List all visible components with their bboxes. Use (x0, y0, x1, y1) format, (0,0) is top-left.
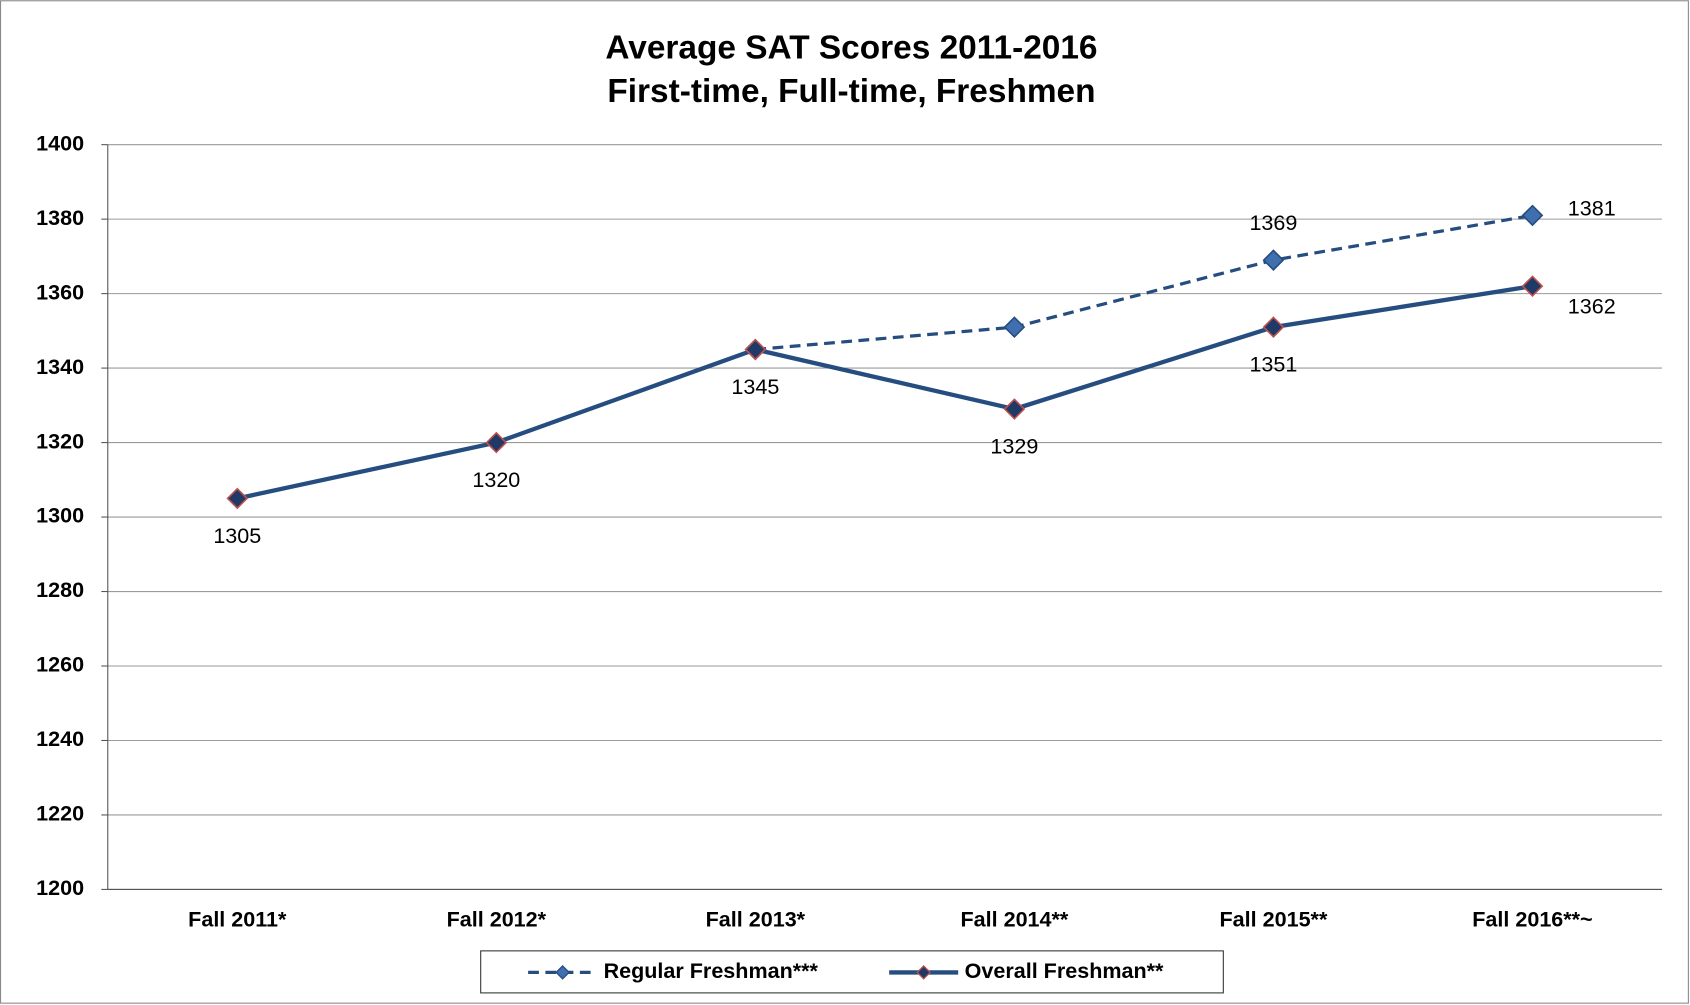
x-tick-label: Fall 2013* (706, 906, 806, 931)
legend-box (480, 950, 1224, 994)
marker (1003, 398, 1026, 420)
data-label: 1369 (1249, 210, 1297, 235)
data-label: 1381 (1568, 196, 1616, 221)
series-line (755, 213, 1533, 352)
data-label: 1320 (472, 467, 520, 492)
data-label: 1329 (990, 434, 1038, 459)
y-tick-label: 1360 (36, 279, 84, 304)
marker (226, 487, 249, 510)
marker (744, 338, 767, 361)
y-tick-label: 1220 (36, 801, 84, 826)
data-label: 1305 (213, 523, 261, 548)
marker (1003, 316, 1026, 338)
marker (1521, 204, 1544, 227)
x-tick-label: Fall 2014** (960, 906, 1068, 931)
data-label: 1351 (1249, 352, 1297, 377)
x-tick-label: Fall 2011* (188, 906, 287, 931)
y-tick-label: 1260 (36, 652, 84, 677)
y-tick-label: 1240 (36, 726, 84, 751)
series-line (236, 284, 1533, 501)
legend-label: Regular Freshman*** (604, 958, 819, 983)
y-tick-label: 1280 (36, 577, 84, 602)
marker (1262, 316, 1285, 338)
chart-subtitle: First-time, Full-time, Freshmen (607, 73, 1095, 110)
legend-label: Overall Freshman** (965, 958, 1164, 983)
marker (1262, 249, 1285, 271)
y-tick-label: 1200 (36, 875, 84, 900)
y-tick-label: 1340 (36, 354, 84, 379)
legend-marker (916, 965, 932, 980)
y-tick-label: 1400 (36, 130, 84, 155)
y-tick-label: 1300 (36, 503, 84, 528)
data-label: 1345 (731, 374, 779, 399)
marker (1521, 275, 1544, 298)
y-tick-label: 1380 (36, 205, 84, 230)
chart-title: Average SAT Scores 2011-2016 (605, 30, 1097, 67)
legend-marker (555, 965, 570, 980)
x-tick-label: Fall 2012* (447, 906, 547, 931)
data-label: 1362 (1568, 293, 1616, 318)
x-tick-label: Fall 2016**~ (1472, 906, 1592, 931)
x-tick-label: Fall 2015** (1220, 906, 1328, 931)
y-tick-label: 1320 (36, 428, 84, 453)
marker (485, 431, 508, 454)
